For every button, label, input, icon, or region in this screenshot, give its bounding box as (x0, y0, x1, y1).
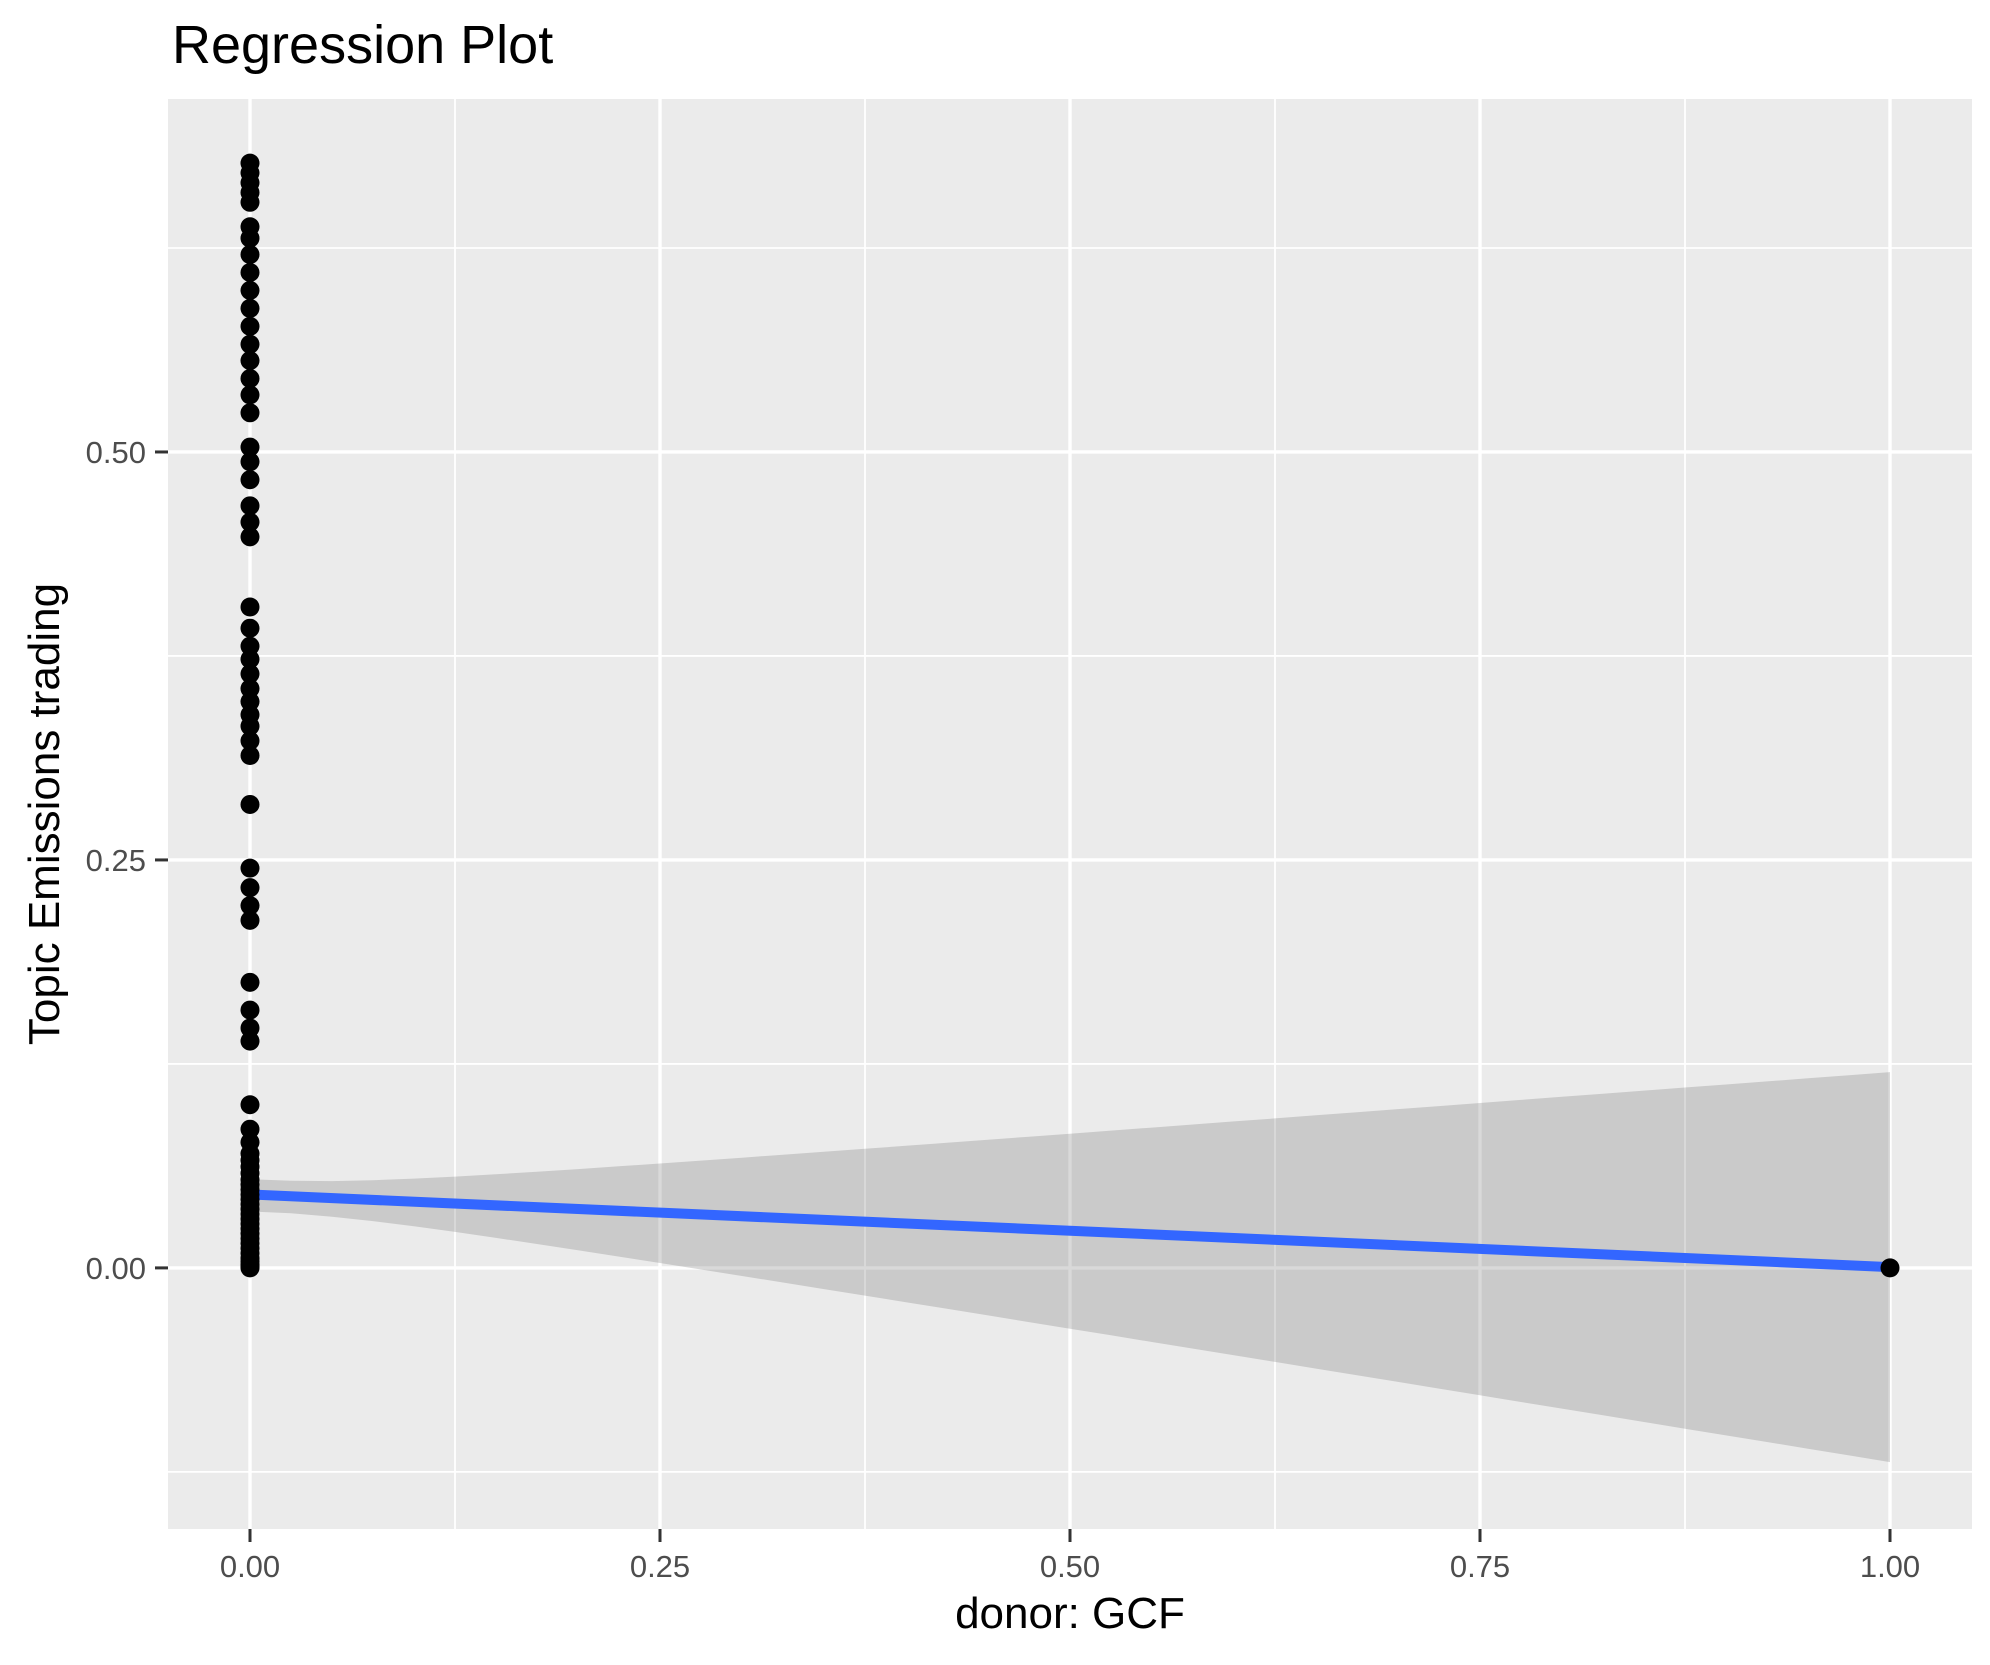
scatter-point (240, 403, 260, 423)
x-tick-label: 0.75 (1450, 1549, 1510, 1584)
scatter-point (240, 280, 260, 300)
scatter-point (240, 527, 260, 547)
scatter-point (240, 910, 260, 930)
x-tick-label: 0.00 (220, 1549, 280, 1584)
scatter-point (240, 1000, 260, 1020)
scatter-point (240, 972, 260, 992)
scatter-point (240, 369, 260, 389)
scatter-point (240, 745, 260, 765)
scatter-point (1880, 1258, 1900, 1278)
scatter-point (240, 597, 260, 617)
scatter-point (240, 1095, 260, 1115)
scatter-point (240, 878, 260, 898)
scatter-point (240, 245, 260, 265)
scatter-point (240, 512, 260, 532)
x-tick-label: 0.50 (1040, 1549, 1100, 1584)
y-tick-label: 0.50 (86, 435, 146, 470)
scatter-point (240, 731, 260, 751)
y-tick-label: 0.00 (86, 1251, 146, 1286)
scatter-point (240, 1119, 260, 1139)
scatter-point (240, 896, 260, 916)
confidence-band (250, 1072, 1890, 1463)
scatter-point (240, 192, 260, 212)
y-axis-title: Topic Emissions trading (20, 582, 69, 1046)
scatter-point (240, 470, 260, 490)
scatter-point (240, 716, 260, 736)
scatter-point (240, 649, 260, 669)
scatter-point (240, 679, 260, 699)
scatter-point (240, 664, 260, 684)
regression-line (249, 1189, 1891, 1273)
scatter-point (240, 794, 260, 814)
scatter-point (240, 334, 260, 354)
scatter-point (240, 1258, 260, 1278)
scatter-point (240, 1018, 260, 1038)
scatter-point (240, 1031, 260, 1051)
scatter-point (240, 316, 260, 336)
scatter-point (240, 298, 260, 318)
scatter-point (240, 437, 260, 457)
x-tick-label: 0.25 (630, 1549, 690, 1584)
scatter-point (240, 618, 260, 638)
scatter-point (240, 452, 260, 472)
scatter-point (240, 228, 260, 248)
scatter-point (240, 351, 260, 371)
scatter-point (240, 692, 260, 712)
scatter-point (240, 636, 260, 656)
plot-title: Regression Plot (172, 15, 554, 75)
x-tick-label: 1.00 (1860, 1549, 1920, 1584)
y-tick-label: 0.25 (86, 843, 146, 878)
scatter-point (240, 262, 260, 282)
scatter-point (240, 858, 260, 878)
scatter-point (240, 496, 260, 516)
scatter-point (240, 385, 260, 405)
x-axis-title: donor: GCF (955, 1589, 1185, 1638)
